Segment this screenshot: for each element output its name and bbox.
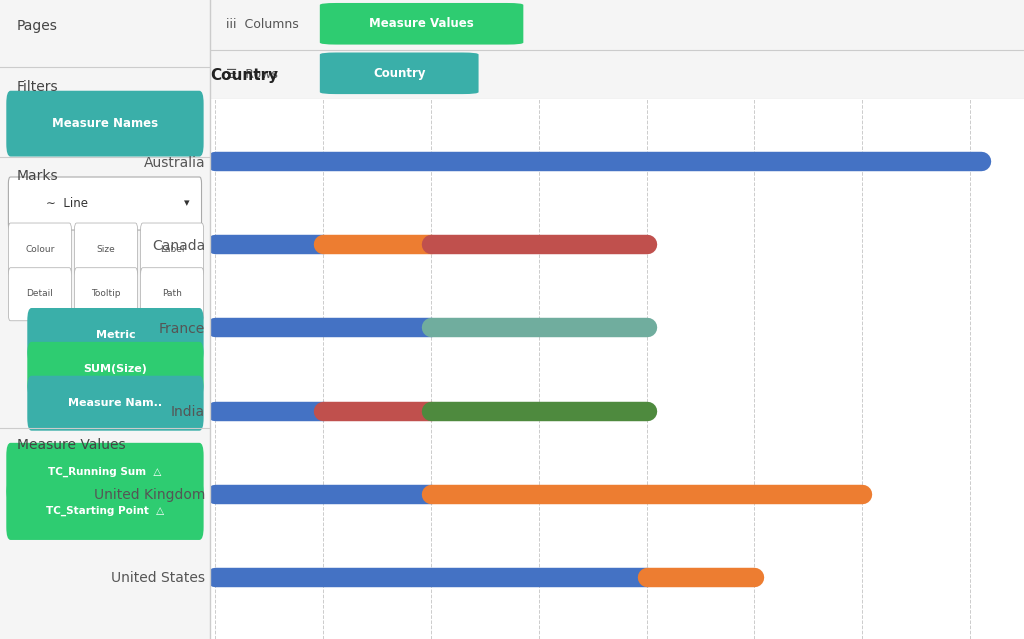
FancyBboxPatch shape <box>28 308 204 363</box>
FancyBboxPatch shape <box>8 223 72 276</box>
FancyBboxPatch shape <box>6 443 204 502</box>
Text: Measure Values: Measure Values <box>16 438 125 452</box>
FancyBboxPatch shape <box>319 52 478 94</box>
FancyBboxPatch shape <box>6 481 204 540</box>
Text: ▾: ▾ <box>184 198 189 208</box>
Text: iii  Columns: iii Columns <box>226 19 299 31</box>
Text: Detail: Detail <box>27 289 53 298</box>
Text: Label: Label <box>160 245 184 254</box>
FancyBboxPatch shape <box>8 177 202 230</box>
Text: Measure Nam..: Measure Nam.. <box>69 398 163 408</box>
FancyBboxPatch shape <box>319 3 523 45</box>
FancyBboxPatch shape <box>6 91 204 157</box>
Text: Pages: Pages <box>16 19 57 33</box>
Text: SUM(Size): SUM(Size) <box>84 364 147 374</box>
FancyBboxPatch shape <box>140 223 204 276</box>
Text: Size: Size <box>96 245 116 254</box>
Text: ∼  Line: ∼ Line <box>46 197 88 210</box>
FancyBboxPatch shape <box>28 342 204 397</box>
FancyBboxPatch shape <box>75 223 137 276</box>
Text: ☰  Rows: ☰ Rows <box>226 68 279 81</box>
Text: Metric: Metric <box>95 330 135 341</box>
Text: Country: Country <box>373 67 425 80</box>
Text: Filters: Filters <box>16 80 58 94</box>
Text: Country: Country <box>210 68 279 83</box>
Text: TC_Starting Point  △: TC_Starting Point △ <box>46 505 164 516</box>
FancyBboxPatch shape <box>75 268 137 321</box>
FancyBboxPatch shape <box>140 268 204 321</box>
Text: Measure Values: Measure Values <box>370 17 474 30</box>
Text: Measure Names: Measure Names <box>52 117 158 130</box>
Text: TC_Running Sum  △: TC_Running Sum △ <box>48 467 162 477</box>
Text: Tooltip: Tooltip <box>91 289 121 298</box>
Text: Marks: Marks <box>16 169 58 183</box>
FancyBboxPatch shape <box>8 268 72 321</box>
Text: Colour: Colour <box>26 245 54 254</box>
Text: Path: Path <box>162 289 182 298</box>
FancyBboxPatch shape <box>28 376 204 431</box>
